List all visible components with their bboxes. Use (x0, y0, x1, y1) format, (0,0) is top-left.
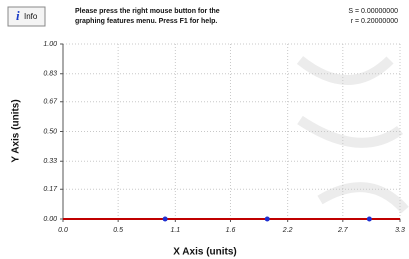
x-tick-label: 3.3 (395, 227, 405, 234)
y-tick-label: 0.50 (43, 128, 57, 135)
info-button[interactable]: i Info (8, 7, 45, 26)
x-tick-label: 2.7 (337, 227, 349, 234)
x-tick-label: 2.2 (282, 227, 293, 234)
x-tick-label: 1.6 (226, 227, 236, 234)
data-point (265, 217, 270, 222)
y-tick-label: 0.67 (43, 99, 58, 106)
graph-window: i Info Please press the right mouse butt… (0, 0, 409, 259)
x-tick-label: 1.1 (170, 227, 180, 234)
x-axis-label: X Axis (units) (173, 247, 237, 258)
info-icon[interactable]: i (16, 8, 20, 23)
message: graphing features menu. Press F1 for hel… (75, 18, 217, 25)
x-tick-label: 0.0 (58, 227, 68, 234)
data-point (367, 217, 372, 222)
stat: r = 0.20000000 (351, 18, 398, 25)
y-tick-label: 0.33 (43, 158, 57, 165)
y-tick-label: 0.00 (43, 216, 57, 223)
y-axis-label: Y Axis (units) (11, 99, 22, 162)
y-tick-label: 0.83 (43, 71, 57, 78)
button-label[interactable]: Info (24, 12, 38, 21)
y-tick-label: 1.00 (43, 41, 57, 48)
stat: S = 0.00000000 (348, 8, 398, 15)
y-tick-label: 0.17 (43, 186, 58, 193)
background (0, 0, 409, 259)
x-tick-label: 0.5 (113, 227, 123, 234)
message: Please press the right mouse button for … (75, 8, 220, 15)
data-point (163, 217, 168, 222)
